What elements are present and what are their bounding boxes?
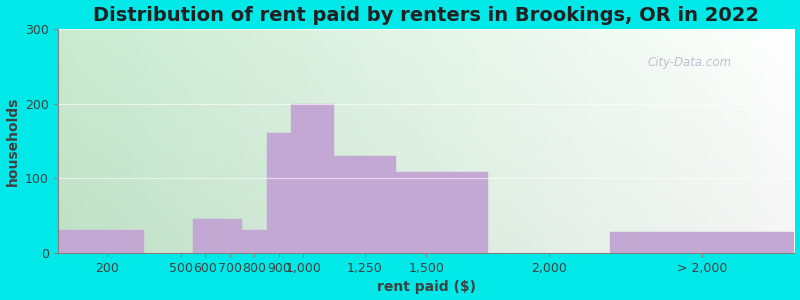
- Bar: [218, 219, 242, 253]
- Text: City-Data.com: City-Data.com: [647, 56, 731, 69]
- Bar: [334, 156, 395, 253]
- Bar: [266, 134, 291, 253]
- Bar: [242, 230, 266, 253]
- Bar: [291, 103, 334, 253]
- Bar: [193, 219, 218, 253]
- Bar: [610, 232, 794, 253]
- Y-axis label: households: households: [6, 96, 19, 186]
- Title: Distribution of rent paid by renters in Brookings, OR in 2022: Distribution of rent paid by renters in …: [94, 6, 759, 25]
- Bar: [58, 230, 144, 253]
- Bar: [395, 172, 487, 253]
- X-axis label: rent paid ($): rent paid ($): [377, 280, 476, 294]
